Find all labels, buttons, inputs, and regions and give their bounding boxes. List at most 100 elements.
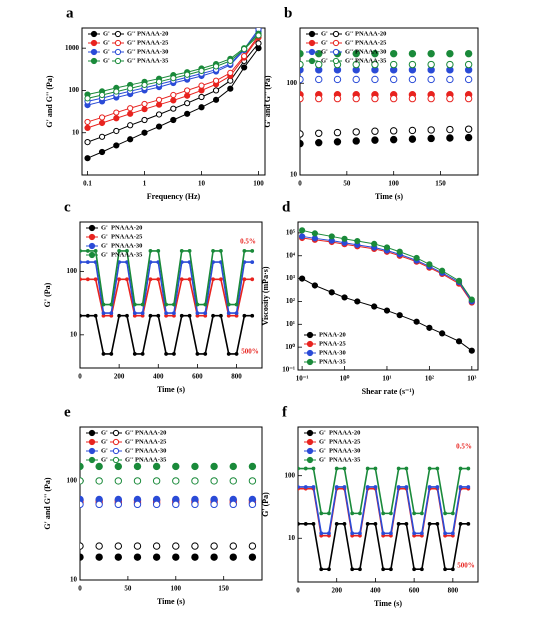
- legend-label: G': [101, 251, 108, 258]
- data-point: [211, 313, 215, 318]
- x-tick-label: 0: [78, 585, 82, 593]
- data-point: [242, 249, 247, 253]
- data-point: [250, 249, 255, 253]
- data-point: [350, 567, 355, 572]
- x-tick-label: 100: [253, 180, 264, 188]
- y-axis-label: G' and G'' (Pa): [43, 477, 52, 530]
- data-point: [352, 49, 360, 58]
- data-point: [334, 485, 339, 489]
- data-point: [458, 466, 463, 471]
- data-point: [389, 49, 398, 58]
- data-point: [389, 567, 393, 572]
- data-point: [352, 94, 360, 103]
- data-point: [195, 302, 200, 307]
- legend-label: PNAAA-35: [329, 456, 361, 463]
- data-point: [427, 60, 435, 69]
- data-point: [191, 477, 199, 485]
- data-point: [327, 567, 331, 572]
- y-tick-label: 100: [69, 86, 80, 94]
- data-point: [365, 466, 370, 471]
- data-point: [358, 567, 362, 572]
- data-point: [133, 477, 142, 485]
- legend-marker: [90, 30, 98, 38]
- data-point: [464, 60, 473, 69]
- data-point: [85, 277, 90, 282]
- data-point: [303, 466, 308, 471]
- data-point: [443, 567, 447, 572]
- data-point: [155, 78, 163, 85]
- plot-frame: [297, 426, 479, 583]
- data-point: [299, 227, 306, 234]
- data-point: [443, 511, 447, 516]
- data-point: [132, 352, 137, 356]
- y-axis-label: G' (Pa): [43, 282, 52, 307]
- legend-label: PNAAA-30: [111, 242, 142, 249]
- legend-marker: [114, 57, 122, 65]
- data-point: [248, 462, 257, 471]
- data-point: [101, 302, 106, 307]
- x-tick-label: 0: [78, 373, 82, 381]
- data-point: [109, 352, 114, 356]
- data-point: [408, 94, 417, 103]
- data-point: [419, 567, 424, 572]
- legend-marker: [112, 438, 120, 446]
- data-point: [389, 531, 393, 536]
- data-point: [211, 277, 215, 282]
- data-point: [141, 116, 148, 124]
- x-tick-label: 150: [218, 585, 229, 593]
- legend-label: PNAAA-30: [137, 48, 168, 55]
- data-point: [140, 352, 145, 356]
- x-tick-label: 50: [343, 180, 351, 188]
- data-point: [327, 531, 331, 536]
- legend-marker: [308, 39, 316, 47]
- legend-marker: [88, 447, 96, 455]
- data-point: [373, 466, 378, 471]
- data-point: [435, 521, 440, 526]
- data-point: [389, 135, 398, 144]
- data-point: [334, 466, 339, 471]
- data-point: [299, 275, 306, 282]
- data-point: [300, 139, 304, 148]
- legend-label: G': [101, 447, 108, 454]
- data-point: [229, 500, 237, 509]
- data-point: [93, 277, 98, 282]
- data-point: [184, 71, 191, 78]
- data-point: [248, 500, 257, 509]
- data-point: [170, 97, 177, 104]
- data-point: [396, 485, 401, 489]
- panel-label: b: [284, 5, 292, 21]
- data-point: [371, 60, 379, 69]
- legend-label: G'': [125, 438, 134, 445]
- data-point: [198, 104, 205, 111]
- data-point: [85, 313, 90, 318]
- x-tick-label: 0.1: [83, 180, 92, 188]
- annotation: 500%: [241, 348, 259, 356]
- data-point: [446, 60, 454, 69]
- data-point: [381, 511, 386, 516]
- y-axis-label: G' and G'' (Pa): [263, 75, 272, 128]
- panel-label: a: [66, 5, 74, 21]
- data-point: [98, 133, 106, 140]
- data-point: [371, 94, 379, 103]
- data-point: [127, 136, 134, 143]
- data-point: [354, 237, 361, 245]
- data-point: [152, 553, 161, 561]
- data-point: [464, 94, 473, 103]
- data-point: [466, 485, 471, 489]
- legend-label: PNAAA-25: [137, 39, 169, 46]
- data-point: [210, 477, 218, 485]
- legend-label: G': [321, 57, 328, 64]
- data-point: [446, 125, 454, 134]
- data-point: [172, 500, 180, 509]
- data-point: [109, 311, 114, 315]
- data-point: [132, 311, 137, 315]
- data-point: [226, 302, 231, 307]
- data-point: [427, 485, 432, 489]
- data-point: [450, 511, 455, 516]
- data-point: [95, 553, 103, 561]
- data-point: [298, 485, 300, 489]
- legend-label: G': [319, 456, 326, 463]
- legend-label: G'': [345, 57, 354, 64]
- legend-label: G'': [345, 30, 354, 37]
- data-point: [117, 249, 122, 253]
